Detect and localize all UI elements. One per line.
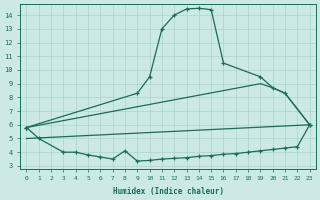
X-axis label: Humidex (Indice chaleur): Humidex (Indice chaleur) — [113, 187, 224, 196]
